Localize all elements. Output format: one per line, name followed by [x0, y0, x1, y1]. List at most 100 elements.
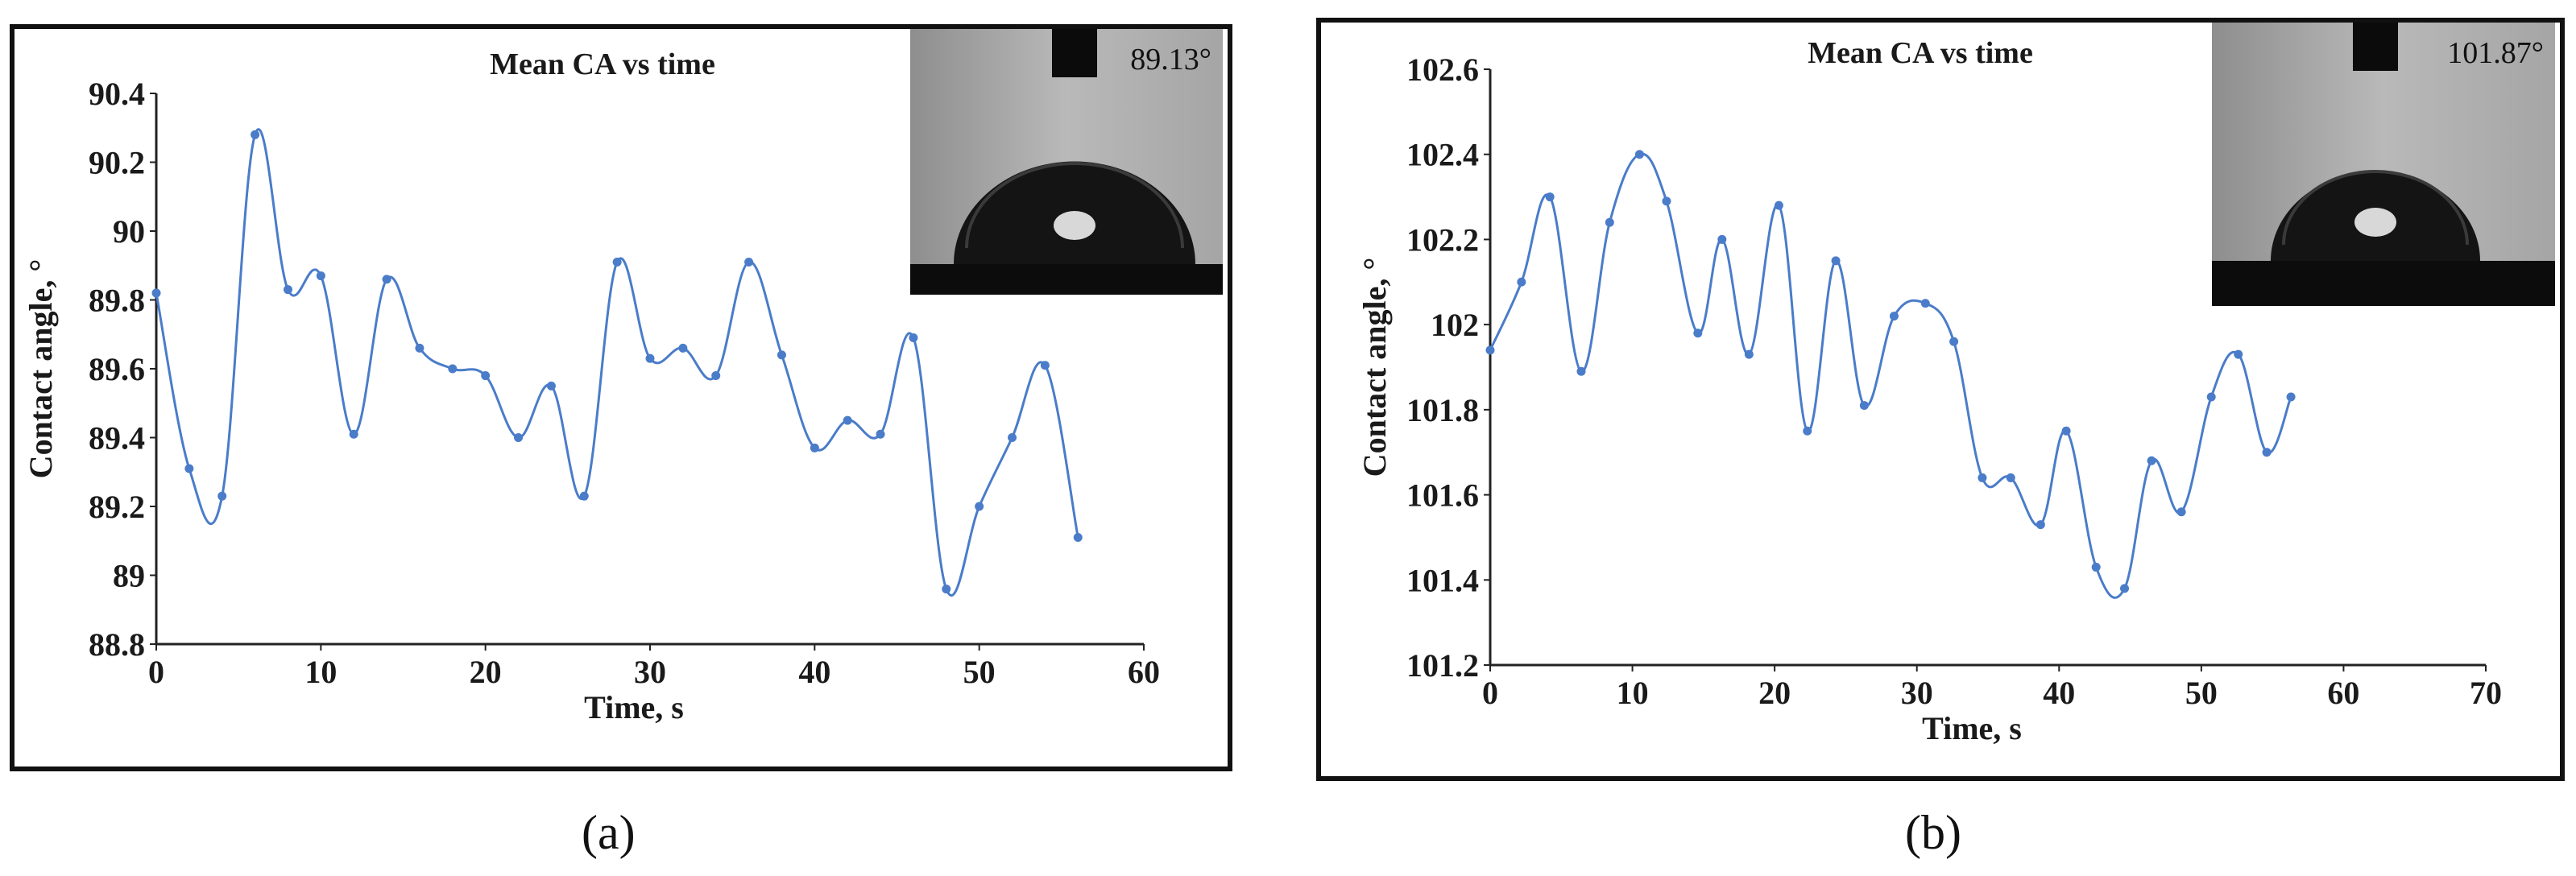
data-point [1717, 234, 1727, 244]
data-point [843, 415, 852, 425]
x-tick-label: 60 [2327, 675, 2359, 711]
y-axis-label: Contact angle, ° [23, 259, 59, 479]
data-point [2036, 520, 2045, 530]
chart-panel-b: Mean CA vs time 101.2 101.4 101.6 101.8 102 10… [1316, 18, 2565, 781]
x-tick-label: 0 [1482, 675, 1498, 711]
data-point [1803, 426, 1812, 436]
y-tick-label: 89.4 [89, 420, 145, 457]
data-point [316, 271, 325, 281]
y-tick-label: 90 [113, 213, 145, 250]
data-point [1889, 312, 1899, 321]
contact-angle-label: 101.87° [2447, 36, 2544, 70]
caption-b: (b) [1905, 806, 1961, 859]
data-point [1859, 401, 1869, 411]
chart-b-svg: Mean CA vs time 101.2 101.4 101.6 101.8 102 10… [1356, 23, 2555, 746]
droplet-rim [2282, 170, 2469, 246]
data-point [2262, 448, 2272, 457]
x-tick-label: 50 [2185, 675, 2218, 711]
data-point [1744, 349, 1754, 359]
x-axis-label: Time, s [1922, 710, 2022, 746]
data-point [1978, 473, 1987, 482]
y-tick-label: 102.6 [1406, 52, 1479, 88]
data-point [184, 464, 194, 473]
data-point [1517, 277, 1526, 287]
data-point [151, 288, 161, 298]
data-point [546, 381, 556, 390]
data-point [2006, 473, 2015, 482]
x-axis-label: Time, s [584, 689, 684, 725]
y-tick-label: 89 [113, 558, 145, 594]
data-point [579, 491, 589, 501]
data-point [1008, 433, 1017, 442]
x-tick-label: 10 [304, 654, 337, 690]
data-point [2061, 426, 2071, 436]
contact-angle-label: 89.13° [1130, 43, 1211, 76]
data-point [744, 257, 754, 267]
x-tick-label: 60 [1128, 654, 1160, 690]
data-point [251, 130, 260, 139]
y-tick-label: 101.6 [1406, 477, 1479, 514]
data-point [876, 429, 885, 439]
x-tick-label: 50 [963, 654, 996, 690]
data-point [2176, 507, 2186, 517]
x-tick-label: 20 [1758, 675, 1791, 711]
chart-title: Mean CA vs time [1808, 36, 2033, 70]
data-point [711, 371, 721, 381]
data-point [612, 257, 622, 267]
data-point [1040, 361, 1050, 370]
data-point [1605, 217, 1614, 227]
y-tick-label: 101.8 [1406, 392, 1479, 428]
data-point [777, 350, 786, 360]
data-point [2206, 392, 2216, 402]
x-tick-label: 30 [634, 654, 666, 690]
data-point [678, 343, 688, 353]
data-point [1485, 345, 1495, 355]
y-tick-label: 102.4 [1406, 137, 1479, 173]
data-point [448, 364, 458, 374]
x-tick-label: 40 [2043, 675, 2075, 711]
data-point [415, 343, 425, 353]
data-point [1774, 200, 1783, 210]
data-point [1662, 196, 1671, 206]
data-point [1831, 256, 1841, 266]
data-point [2091, 562, 2101, 572]
caption-a: (a) [582, 806, 636, 859]
y-axis-label: Contact angle, ° [1356, 258, 1393, 477]
y-tick-label: 101.4 [1406, 562, 1479, 598]
x-tick-label: 40 [798, 654, 830, 690]
y-tick-label: 90.4 [89, 76, 145, 112]
data-point [1576, 366, 1586, 376]
data-point [975, 502, 984, 511]
chart-title: Mean CA vs time [490, 48, 715, 81]
x-tick-label: 0 [148, 654, 164, 690]
data-point [382, 275, 391, 284]
x-tick-label: 20 [470, 654, 502, 690]
data-point [283, 285, 292, 295]
data-point [2234, 349, 2243, 359]
data-point [514, 433, 524, 442]
chart-panel-a: Mean CA vs time 88.8 89 89.2 89.4 89.6 89.8 90 9… [10, 24, 1232, 771]
needle-tip [2353, 23, 2398, 71]
data-point [1073, 532, 1083, 542]
y-tick-label: 89.2 [89, 489, 145, 525]
droplet-photo: 89.13° [910, 29, 1223, 295]
data-point [1920, 299, 1930, 308]
data-point [1949, 337, 1959, 346]
y-tick-label: 89.6 [89, 351, 145, 387]
data-point [645, 353, 655, 363]
needle-tip [1052, 29, 1097, 77]
droplet-rim [965, 162, 1184, 249]
data-point [1634, 150, 1644, 159]
data-point [2147, 456, 2156, 465]
x-tick-label: 70 [2470, 675, 2502, 711]
data-point [2286, 392, 2296, 402]
chart-a-svg: Mean CA vs time 88.8 89 89.2 89.4 89.6 89.8 90 9… [23, 29, 1223, 725]
droplet-highlight [2354, 208, 2396, 237]
y-tick-label: 101.2 [1406, 647, 1479, 684]
data-point [1693, 328, 1703, 338]
series-line [155, 128, 1079, 597]
y-tick-label: 90.2 [89, 145, 145, 181]
y-tick-label: 102 [1431, 307, 1479, 343]
data-point [2120, 584, 2130, 593]
y-tick-label: 102.2 [1406, 221, 1479, 258]
